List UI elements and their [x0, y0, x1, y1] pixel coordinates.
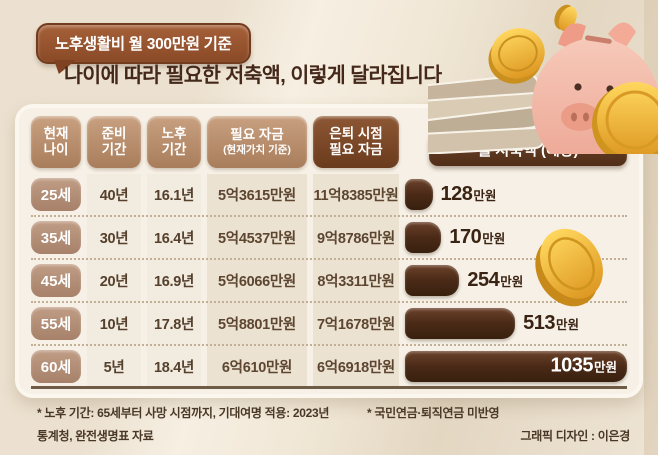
fund-retire-cell: 7억1678만원 [317, 317, 395, 333]
fund-now-cell: 5억3615만원 [218, 188, 296, 204]
fund-retire-cell: 8억3311만원 [317, 274, 395, 290]
footnote-source: 통계청, 완전생명표 자료 [37, 428, 154, 443]
retire-cell: 16.9년 [153, 274, 195, 290]
fund-now-cell: 5억4537만원 [218, 231, 296, 247]
designer-credit: 그래픽 디자인 : 이은경 [520, 428, 631, 443]
tilted-coin-icon [488, 28, 545, 84]
table-row: 55세 10년 17.8년 5억8801만원 7억1678만원 513만원 [31, 303, 627, 346]
bar-value-label: 513만원 [523, 312, 579, 334]
bar [405, 179, 433, 210]
header-current-age: 현재 나이 [31, 116, 81, 168]
footnote-pension: * 국민연금·퇴직연금 미반영 [367, 406, 500, 420]
bar-value-label: 254만원 [467, 269, 524, 291]
bar-value-label: 1035만원 [550, 354, 617, 377]
retire-cell: 18.4년 [153, 359, 195, 376]
table-row: 35세 30년 16.4년 5억4537만원 9억8786만원 170만원 [31, 217, 627, 260]
age-cell: 60세 [31, 349, 81, 383]
piggy-bank-illustration [428, 4, 658, 154]
fund-retire-cell: 6억6918만원 [317, 359, 395, 376]
fund-retire-cell: 9억8786만원 [317, 231, 395, 247]
large-coin-icon [592, 82, 658, 154]
header-retire-period: 노후 기간 [147, 116, 201, 168]
monthly-bar-cell: 128만원 [405, 174, 627, 215]
bar [405, 222, 442, 253]
table-row: 60세 5년 18.4년 6억610만원 6억6918만원 1035만원 [31, 346, 627, 389]
table-row: 25세 40년 16.1년 5억3615만원 11억8385만원 128만원 [31, 174, 627, 217]
monthly-bar-cell: 254만원 [405, 260, 627, 301]
gold-coin-icon [535, 228, 603, 307]
fund-now-cell: 6억610만원 [221, 359, 293, 376]
monthly-bar-cell: 513만원 [405, 303, 627, 344]
monthly-bar-cell: 1035만원 [405, 346, 627, 386]
prep-cell: 40년 [99, 188, 129, 204]
prep-cell: 30년 [99, 231, 129, 247]
monthly-bar-cell: 170만원 [405, 217, 627, 258]
fund-retire-cell: 11억8385만원 [313, 188, 399, 204]
page-title-rest: , 이렇게 달라집니다 [280, 64, 442, 87]
age-cell: 25세 [31, 178, 81, 211]
page-title: 나이에 따라 필요한 저축액, 이렇게 달라집니다 [64, 58, 442, 88]
bar [405, 265, 460, 296]
fund-now-cell: 5억8801만원 [218, 317, 296, 333]
header-prep-period: 준비 기간 [87, 116, 141, 168]
footnotes: * 노후 기간: 65세부터 사망 시점까지, 기대여명 적용: 2023년 통… [37, 402, 630, 448]
retire-cell: 16.4년 [153, 231, 195, 247]
retire-cell: 17.8년 [153, 317, 195, 333]
prep-cell: 5년 [103, 359, 125, 376]
criteria-badge-label: 노후생활비 월 300만원 기준 [55, 36, 232, 53]
fund-now-cell: 5억6066만원 [218, 274, 296, 290]
footnote-retirement-period: * 노후 기간: 65세부터 사망 시점까지, 기대여명 적용: 2023년 [37, 406, 330, 420]
retire-cell: 16.1년 [153, 188, 195, 204]
page-title-emphasis: 나이에 따라 필요한 저축액 [64, 64, 281, 87]
savings-table-card: 현재 나이 준비 기간 노후 기간 필요 자금 (현재가치 기준) 은퇴 시점 … [15, 104, 643, 398]
age-cell: 55세 [31, 307, 81, 340]
bar-value-label: 170만원 [449, 226, 506, 248]
criteria-badge: 노후생활비 월 300만원 기준 [36, 23, 251, 74]
table-row: 45세 20년 16.9년 5억6066만원 8억3311만원 254만원 [31, 260, 627, 303]
prep-cell: 20년 [99, 274, 129, 290]
bar-value-label: 128만원 [440, 183, 497, 205]
column-strips [31, 174, 631, 389]
bar [405, 308, 516, 339]
header-fund-at-retirement: 은퇴 시점 필요 자금 [313, 116, 399, 168]
prep-cell: 10년 [99, 317, 129, 333]
header-required-fund: 필요 자금 (현재가치 기준) [207, 116, 307, 168]
age-cell: 35세 [31, 221, 81, 254]
bar: 1035만원 [405, 350, 627, 382]
age-cell: 45세 [31, 264, 81, 297]
money-stack-icon [428, 73, 545, 154]
